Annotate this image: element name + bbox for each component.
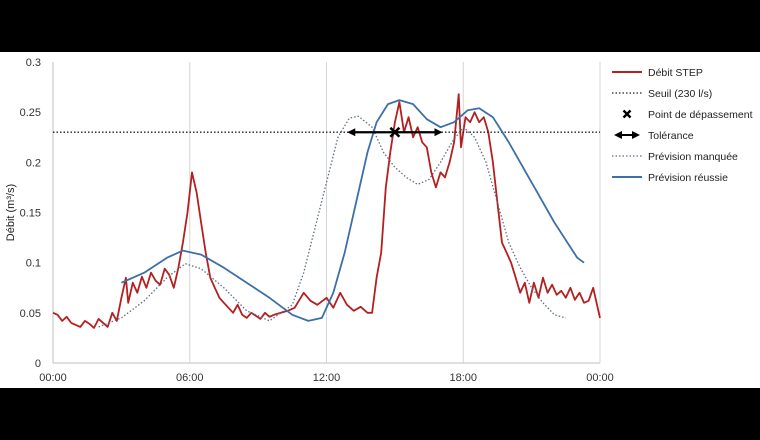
legend-label: Débit STEP [648, 67, 703, 79]
y-tick-label: 0.3 [26, 57, 41, 69]
series-group [52, 93, 601, 329]
legend-item: Seuil (230 l/s) [612, 88, 712, 100]
x-tick-label: 12:00 [313, 372, 341, 384]
grid [52, 62, 601, 363]
legend-label: Seuil (230 l/s) [648, 88, 712, 100]
series-line-d-bit-step [52, 93, 601, 329]
legend: Débit STEP Seuil (230 l/s) Point de dépass… [612, 67, 753, 184]
x-tick-label: 00:00 [586, 372, 614, 384]
chart-figure: 00:00 06:00 12:00 18:00 00:00 0 0.05 0.1 0.15 0.2… [0, 52, 760, 388]
legend-label: Prévision réussie [648, 172, 728, 184]
y-tick-label: 0.25 [20, 107, 41, 119]
y-tick-label: 0.15 [20, 208, 41, 220]
y-tick-label: 0.05 [20, 308, 41, 320]
legend-item: Point de dépassement [622, 109, 753, 121]
legend-item: Tolérance [614, 130, 694, 142]
legend-item: Débit STEP [612, 67, 703, 79]
legend-item: Prévision manquée [612, 151, 738, 163]
x-tick-label: 18:00 [449, 372, 477, 384]
line-chart: 00:00 06:00 12:00 18:00 00:00 0 0.05 0.1 0.15 0.2… [5, 57, 753, 384]
legend-swatch [622, 109, 632, 119]
y-axis-label: Débit (m³/s) [5, 184, 17, 241]
x-tick-label: 06:00 [176, 372, 204, 384]
legend-label: Prévision manquée [648, 151, 738, 163]
legend-label: Point de dépassement [648, 109, 753, 121]
series-line-pr-vision-manqu-e [98, 115, 566, 328]
legend-item: Prévision réussie [612, 172, 728, 184]
y-tick-label: 0.1 [26, 258, 41, 270]
x-tick-label: 00:00 [39, 372, 67, 384]
y-tick-label: 0 [35, 358, 41, 370]
y-tick-label: 0.2 [26, 157, 41, 169]
axes: 00:00 06:00 12:00 18:00 00:00 0 0.05 0.1 0.15 0.2… [20, 57, 614, 384]
legend-label: Tolérance [648, 130, 694, 142]
annotation-markers [347, 126, 443, 138]
series-line-pr-vision-r-ussie [121, 99, 585, 322]
